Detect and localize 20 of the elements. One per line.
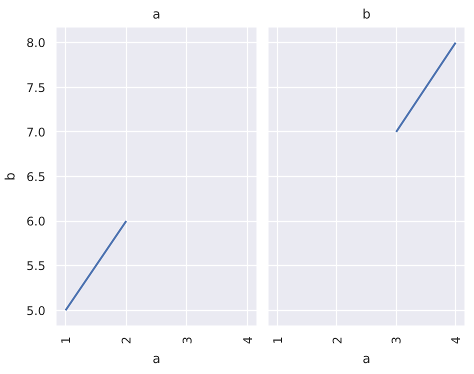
y-tick-label: 6.5 <box>26 170 46 184</box>
x-axis-title: a <box>362 352 370 368</box>
x-tick-label: 2 <box>330 336 344 344</box>
y-tick-label: 6.0 <box>26 214 46 229</box>
y-tick-label: 7.0 <box>26 125 46 140</box>
chart-title: b <box>362 8 371 22</box>
x-tick-label: 4 <box>449 336 464 344</box>
x-tick-label: 2 <box>120 336 134 344</box>
y-tick-label: 5.0 <box>26 304 46 318</box>
x-tick-label: 1 <box>270 336 285 344</box>
y-tick-label: 5.5 <box>26 259 46 274</box>
x-tick-label: 3 <box>180 336 194 344</box>
chart-title: a <box>152 8 160 22</box>
y-axis-title: b <box>3 172 18 181</box>
x-tick-label: 1 <box>59 336 74 344</box>
x-axis-title: a <box>152 352 160 368</box>
y-tick-label: 8.0 <box>26 36 46 50</box>
y-tick-label: 7.5 <box>26 80 46 95</box>
x-tick-label: 3 <box>390 336 404 344</box>
x-tick-label: 4 <box>240 336 255 344</box>
